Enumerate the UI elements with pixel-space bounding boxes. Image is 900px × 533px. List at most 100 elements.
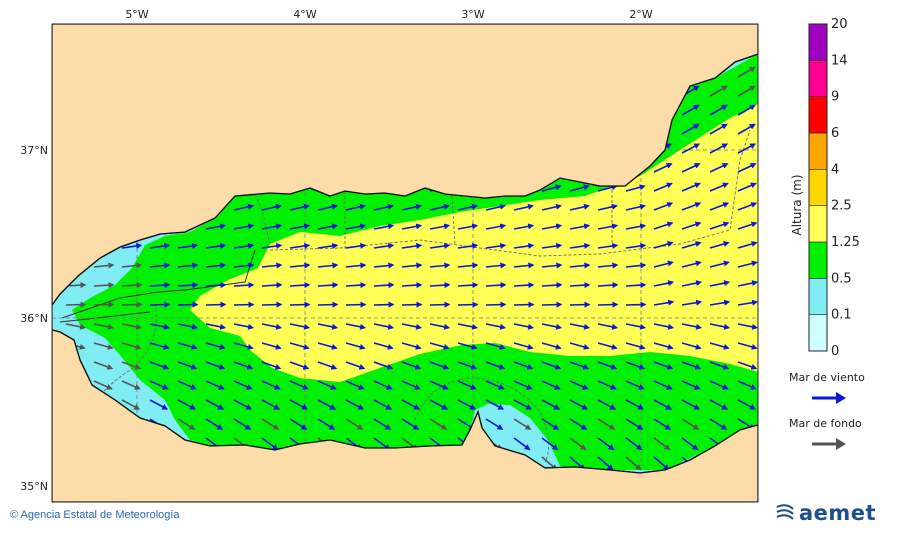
wind-sea-arrow-glyph — [569, 399, 589, 410]
wind-sea-arrow-glyph — [653, 456, 670, 471]
wind-sea-arrow-glyph — [541, 361, 562, 370]
wind-sea-arrow-glyph — [373, 399, 393, 410]
wind-sea-arrow-glyph — [345, 242, 367, 249]
swell-arrowhead — [836, 438, 846, 450]
colorbar-band — [808, 60, 828, 97]
wind-sea-arrow-glyph — [681, 143, 701, 154]
wind-sea-arrow-glyph — [289, 399, 309, 410]
wind-sea-arrow-glyph — [289, 242, 311, 249]
wind-sea-arrow-glyph — [681, 202, 702, 211]
wind-sea-arrow-glyph — [737, 163, 757, 173]
aemet-logo-icon — [776, 504, 794, 520]
wind-sea-arrow-glyph — [569, 262, 591, 269]
wind-sea-arrow-glyph — [513, 323, 535, 330]
wind-sea-arrow-glyph — [149, 262, 171, 269]
wind-sea-arrow-glyph — [261, 282, 283, 289]
wind-sea-arrow-glyph — [625, 242, 647, 249]
wind-sea-arrow-glyph — [401, 282, 423, 289]
wind-sea-arrow-glyph — [373, 203, 394, 211]
wind-sea-arrow-glyph — [177, 262, 199, 269]
wind-sea-arrow-glyph — [205, 342, 226, 350]
colorbar-level-label: 1.25 — [831, 235, 860, 250]
wind-sea-arrow-glyph — [401, 342, 422, 350]
wind-sea-arrow-glyph — [429, 242, 451, 249]
swell-arrow-glyph — [121, 323, 143, 330]
wind-sea-arrow-glyph — [233, 203, 254, 211]
wind-sea-arrow-glyph — [681, 380, 701, 390]
lat-label-37n: 37°N — [20, 144, 48, 157]
national-border — [61, 249, 256, 319]
wind-sea-arrow-glyph — [429, 301, 451, 308]
wind-sea-label: Mar de viento — [789, 371, 865, 384]
wind-sea-arrow-glyph — [177, 242, 199, 249]
wind-sea-arrow-glyph — [681, 221, 702, 230]
wind-sea-arrow-glyph — [429, 361, 450, 370]
wind-sea-arrow-glyph — [737, 280, 758, 287]
swell-arrow-glyph — [65, 301, 87, 308]
wind-sea-arrow-glyph — [569, 380, 589, 390]
wind-sea-arrow-glyph — [513, 437, 531, 451]
lon-label-2w: 2°W — [629, 8, 652, 21]
swell-arrow-glyph — [681, 418, 700, 430]
wind-sea-arrow-glyph — [597, 242, 619, 249]
wind-sea-arrow-glyph — [485, 323, 507, 330]
wind-sea-arrow-glyph — [485, 262, 507, 269]
wind-sea-arrow-glyph — [289, 301, 311, 308]
wind-sea-arrow-glyph — [177, 323, 199, 330]
wind-sea-arrow-glyph — [541, 203, 562, 211]
strait-line — [59, 311, 151, 323]
lon-label-4w: 4°W — [293, 8, 316, 21]
wind-sea-arrow-glyph — [597, 203, 618, 211]
wind-sea-arrow-glyph — [205, 282, 227, 289]
wind-sea-arrow-glyph — [513, 262, 535, 269]
wind-sea-arrow-glyph — [681, 123, 700, 135]
wind-sea-arrow-glyph — [625, 203, 646, 211]
wind-sea-arrow-glyph — [401, 262, 423, 269]
swell-arrow-glyph — [121, 262, 143, 269]
wind-sea-arrow-glyph — [625, 323, 647, 330]
wind-sea-arrow-glyph — [569, 323, 591, 330]
wind-sea-arrow-glyph — [457, 361, 478, 370]
wind-sea-arrow-glyph — [233, 242, 255, 249]
wind-sea-arrow-glyph — [205, 223, 227, 230]
wind-sea-arrow-glyph — [541, 342, 562, 350]
wind-sea-arrow-glyph — [709, 418, 728, 430]
wind-sea-arrow-glyph — [149, 242, 171, 249]
swell-label: Mar de fondo — [789, 417, 862, 430]
wind-sea-arrow-glyph — [569, 242, 591, 249]
swell-arrow-glyph — [121, 342, 142, 350]
wind-sea-arrow-glyph — [737, 104, 756, 116]
wind-sea-arrow-glyph — [513, 242, 535, 249]
swell-arrow-glyph — [93, 282, 115, 289]
wind-sea-arrow-glyph — [541, 380, 561, 390]
wind-sea-arrow-glyph — [485, 399, 505, 410]
wind-sea-arrow-glyph — [205, 262, 227, 269]
wind-sea-arrow-glyph — [597, 262, 619, 269]
wind-sea-arrow-glyph — [317, 380, 337, 390]
wind-sea-arrow-glyph — [569, 301, 591, 308]
wind-sea-arrow-glyph — [261, 342, 282, 350]
wind-sea-arrow-glyph — [205, 242, 227, 249]
wind-sea-arrow-glyph — [261, 203, 282, 211]
wind-sea-arrow-glyph — [457, 301, 479, 308]
wind-sea-arrow-glyph — [653, 418, 672, 430]
wind-sea-arrow-glyph — [429, 399, 449, 410]
swell-arrow-glyph — [121, 282, 143, 289]
swell-arrow-glyph — [93, 323, 115, 330]
wind-sea-arrow-glyph — [737, 323, 758, 330]
wind-sea-arrow-glyph — [149, 380, 169, 390]
wind-sea-arrow-glyph — [541, 184, 562, 192]
wind-sea-arrow-glyph — [625, 437, 643, 451]
wind-sea-arrow-glyph — [149, 301, 171, 308]
wind-sea-arrow-glyph — [457, 380, 477, 390]
wind-sea-arrow-glyph — [625, 262, 647, 269]
swell-arrow-glyph — [93, 262, 115, 269]
swell-arrow-glyph — [709, 85, 728, 97]
wind-sea-arrow-glyph — [261, 301, 283, 308]
wind-sea-arrow-glyph — [345, 361, 366, 370]
wind-sea-arrow-glyph — [513, 203, 534, 211]
wind-sea-arrow-glyph — [289, 262, 311, 269]
wind-sea-arrow-glyph — [205, 323, 227, 330]
wind-sea-arrow-glyph — [373, 282, 395, 289]
